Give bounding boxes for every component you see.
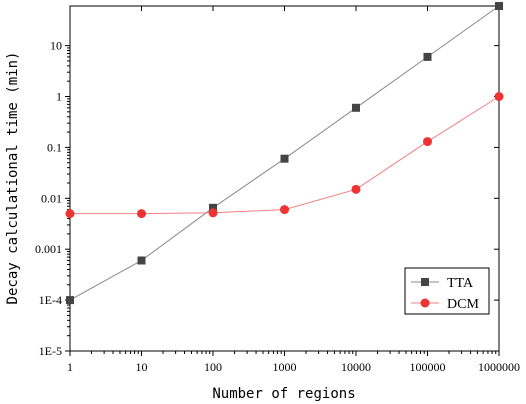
x-tick-label: 100000 bbox=[410, 360, 446, 374]
legend-dcm-marker bbox=[420, 298, 430, 308]
series-layer bbox=[65, 2, 504, 305]
x-axis: 1 10 100 1000 10000 100000 1000000 bbox=[67, 6, 520, 374]
x-tick-label: 100 bbox=[204, 360, 222, 374]
y-tick-label: 1E-5 bbox=[39, 344, 62, 358]
legend-box bbox=[404, 267, 490, 315]
x-tick-label: 1000000 bbox=[478, 360, 520, 374]
legend-dcm-label: DCM bbox=[447, 297, 479, 312]
tta-point bbox=[66, 296, 74, 305]
legend-tta-marker bbox=[421, 278, 429, 286]
y-tick-label: 0.01 bbox=[41, 191, 62, 205]
tta-point bbox=[280, 154, 289, 163]
legend: TTA DCM bbox=[404, 267, 490, 315]
x-tick-label: 1000 bbox=[273, 360, 297, 374]
y-tick-label: 1E-4 bbox=[39, 293, 62, 307]
dcm-point bbox=[494, 92, 504, 102]
y-tick-label: 0.001 bbox=[35, 242, 62, 256]
y-axis-title: Decay calculational time (min) bbox=[5, 52, 21, 305]
dcm-point bbox=[280, 205, 289, 215]
y-tick-label: 0.1 bbox=[47, 140, 62, 154]
y-axis: 1E-5 1E-4 0.001 0.01 0.1 1 10 bbox=[35, 39, 499, 358]
dcm-point bbox=[208, 208, 218, 218]
y-tick-label: 10 bbox=[50, 39, 62, 53]
tta-point bbox=[137, 256, 146, 265]
x-tick-label: 1 bbox=[67, 360, 73, 374]
x-tick-label: 10000 bbox=[341, 360, 371, 374]
x-tick-label: 10 bbox=[136, 360, 148, 374]
tta-point bbox=[423, 52, 432, 61]
y-tick-label: 1 bbox=[56, 90, 62, 104]
x-axis-title: Number of regions bbox=[212, 386, 355, 402]
tta-point bbox=[495, 2, 503, 10]
dcm-point bbox=[351, 184, 361, 194]
dcm-point bbox=[137, 209, 146, 219]
tta-line bbox=[69, 5, 500, 301]
tta-point bbox=[209, 203, 217, 212]
dcm-point bbox=[65, 209, 75, 219]
legend-tta-label: TTA bbox=[447, 276, 474, 291]
tta-point bbox=[352, 103, 360, 112]
dcm-point bbox=[423, 137, 432, 147]
